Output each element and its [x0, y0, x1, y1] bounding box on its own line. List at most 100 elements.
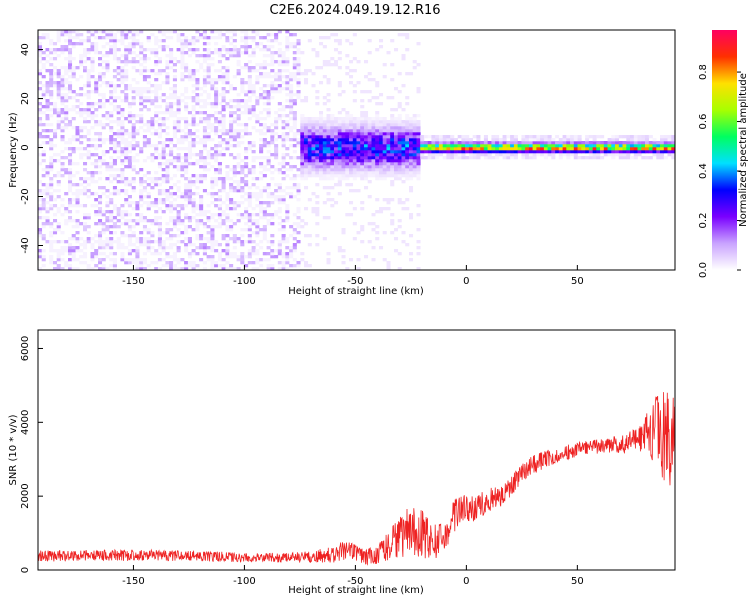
heatmap-cell	[135, 129, 140, 133]
heatmap-cell	[259, 195, 264, 199]
heatmap-cell	[120, 30, 125, 34]
heatmap-cell	[109, 114, 114, 118]
heatmap-cell	[202, 48, 207, 52]
heatmap-cell	[532, 150, 537, 154]
heatmap-cell	[532, 138, 537, 142]
heatmap-cell	[326, 192, 331, 196]
heatmap-cell	[266, 114, 271, 118]
heatmap-cell	[79, 261, 84, 265]
heatmap-cell	[120, 231, 125, 235]
heatmap-cell	[68, 177, 73, 181]
heatmap-cell	[112, 87, 117, 91]
heatmap-cell	[472, 150, 477, 154]
heatmap-cell	[221, 201, 226, 205]
heatmap-cell	[349, 81, 354, 85]
heatmap-cell	[401, 135, 406, 139]
heatmap-cell	[64, 261, 69, 265]
heatmap-cell	[311, 72, 316, 76]
heatmap-cell	[45, 102, 50, 106]
heatmap-cell	[371, 135, 376, 139]
heatmap-cell	[300, 135, 305, 139]
heatmap-cell	[229, 144, 234, 148]
heatmap-cell	[221, 120, 226, 124]
heatmap-cell	[187, 123, 192, 127]
heatmap-cell	[146, 231, 151, 235]
heatmap-cell	[154, 51, 159, 55]
heatmap-cell	[547, 153, 552, 157]
heatmap-cell	[300, 114, 305, 118]
heatmap-cell	[75, 231, 80, 235]
heatmap-cell	[345, 174, 350, 178]
heatmap-cell	[83, 246, 88, 250]
heatmap-cell	[255, 195, 260, 199]
heatmap-cell	[326, 36, 331, 40]
heatmap-cell	[409, 213, 414, 217]
heatmap-cell	[68, 219, 73, 223]
heatmap-cell	[221, 210, 226, 214]
heatmap-cell	[416, 240, 421, 244]
heatmap-cell	[270, 123, 275, 127]
heatmap-cell	[157, 192, 162, 196]
heatmap-cell	[83, 252, 88, 256]
heatmap-cell	[150, 144, 155, 148]
heatmap-cell	[390, 39, 395, 43]
heatmap-cell	[409, 120, 414, 124]
heatmap-cell	[300, 120, 305, 124]
heatmap-cell	[435, 135, 440, 139]
heatmap-cell	[326, 258, 331, 262]
heatmap-cell	[79, 141, 84, 145]
heatmap-cell	[386, 147, 391, 151]
heatmap-cell	[187, 39, 192, 43]
heatmap-cell	[349, 258, 354, 262]
heatmap-cell	[49, 48, 54, 52]
heatmap-cell	[210, 258, 215, 262]
heatmap-cell	[521, 153, 526, 157]
heatmap-cell	[83, 108, 88, 112]
heatmap-cell	[315, 207, 320, 211]
heatmap-cell	[176, 39, 181, 43]
heatmap-cell	[225, 204, 230, 208]
heatmap-cell	[195, 180, 200, 184]
heatmap-cell	[56, 96, 61, 100]
heatmap-cell	[41, 207, 46, 211]
heatmap-cell	[68, 138, 73, 142]
heatmap-cell	[259, 111, 264, 115]
heatmap-cell	[337, 138, 342, 142]
heatmap-cell	[135, 54, 140, 58]
heatmap-cell	[120, 111, 125, 115]
heatmap-cell	[64, 264, 69, 268]
heatmap-cell	[547, 135, 552, 139]
heatmap-cell	[379, 45, 384, 49]
heatmap-cell	[210, 87, 215, 91]
heatmap-cell	[315, 150, 320, 154]
heatmap-cell	[656, 141, 661, 145]
heatmap-cell	[210, 234, 215, 238]
heatmap-cell	[277, 198, 282, 202]
heatmap-cell	[161, 249, 166, 253]
heatmap-cell	[304, 123, 309, 127]
heatmap-cell	[663, 141, 668, 145]
heatmap-cell	[101, 141, 106, 145]
heatmap-cell	[105, 66, 110, 70]
heatmap-cell	[53, 240, 58, 244]
heatmap-cell	[86, 72, 91, 76]
heatmap-cell	[187, 183, 192, 187]
heatmap-cell	[120, 180, 125, 184]
heatmap-cell	[191, 69, 196, 73]
heatmap-cell	[180, 72, 185, 76]
heatmap-cell	[364, 90, 369, 94]
heatmap-cell	[101, 222, 106, 226]
heatmap-cell	[356, 150, 361, 154]
heatmap-cell	[150, 252, 155, 256]
heatmap-cell	[232, 171, 237, 175]
heatmap-cell	[56, 39, 61, 43]
heatmap-cell	[127, 102, 132, 106]
heatmap-cell	[247, 201, 252, 205]
heatmap-cell	[112, 267, 117, 271]
heatmap-cell	[236, 105, 241, 109]
heatmap-cell	[330, 171, 335, 175]
heatmap-cell	[367, 123, 372, 127]
heatmap-cell	[251, 195, 256, 199]
heatmap-cell	[457, 135, 462, 139]
